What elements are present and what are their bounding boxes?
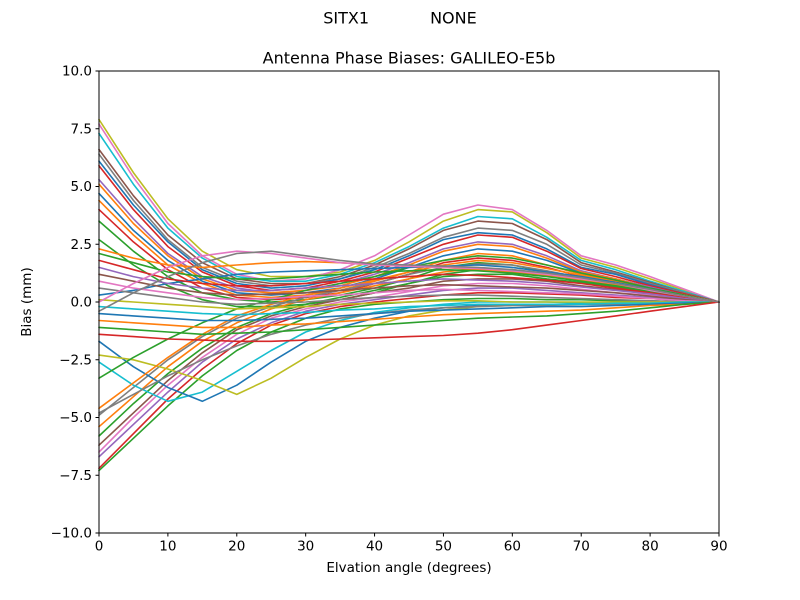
series-line [98, 259, 720, 303]
y-tick-label: −10.0 [51, 526, 92, 542]
x-tick-label: 30 [297, 539, 314, 555]
x-tick-label: 80 [642, 539, 659, 555]
series-line [98, 298, 720, 310]
x-tick-label: 50 [435, 539, 452, 555]
series-line [98, 278, 720, 446]
x-tick-label: 0 [95, 539, 104, 555]
series-line [98, 264, 720, 303]
series-line [98, 160, 720, 303]
y-tick-label: 10.0 [62, 64, 92, 80]
series-line [98, 280, 720, 303]
y-tick-label: −7.5 [59, 468, 92, 484]
x-axis-label: Elvation angle (degrees) [326, 560, 492, 576]
series-line [98, 282, 720, 453]
series-line [98, 287, 720, 458]
x-axis-ticks: 0 10 20 30 40 50 60 70 80 90 [95, 533, 728, 555]
series-line [98, 252, 720, 303]
series-group [98, 118, 720, 472]
series-line [98, 301, 720, 316]
y-tick-label: 5.0 [71, 179, 92, 195]
series-line [98, 301, 720, 336]
series-line [98, 301, 720, 343]
series-line [98, 273, 720, 303]
series-line [98, 118, 720, 303]
chart-title: Antenna Phase Biases: GALILEO-E5b [262, 48, 556, 68]
y-tick-label: 2.5 [71, 237, 92, 253]
series-line [98, 301, 720, 414]
series-line [98, 266, 720, 303]
series-line [98, 301, 720, 322]
series-line [98, 273, 720, 437]
x-tick-label: 40 [366, 539, 383, 555]
x-tick-label: 10 [159, 539, 176, 555]
x-tick-label: 70 [573, 539, 590, 555]
x-tick-label: 60 [504, 539, 521, 555]
series-line [98, 287, 720, 306]
series-line [98, 250, 720, 312]
y-tick-label: −5.0 [59, 410, 92, 426]
y-tick-label: 7.5 [71, 121, 92, 137]
y-axis-label: Bias (mm) [19, 267, 35, 337]
y-tick-label: −2.5 [59, 352, 92, 368]
figure-suptitle: SITX1 NONE [323, 8, 477, 28]
x-tick-label: 20 [228, 539, 245, 555]
series-line [98, 297, 720, 472]
series-line [98, 132, 720, 303]
series-line [98, 267, 720, 428]
y-axis-ticks: −10.0 −7.5 −5.0 −2.5 0.0 2.5 5.0 7.5 10.0 [51, 64, 99, 542]
x-tick-label: 90 [710, 539, 727, 555]
series-line [98, 301, 720, 329]
series-line [98, 164, 720, 303]
y-tick-label: 0.0 [71, 295, 92, 311]
series-line [98, 292, 720, 470]
